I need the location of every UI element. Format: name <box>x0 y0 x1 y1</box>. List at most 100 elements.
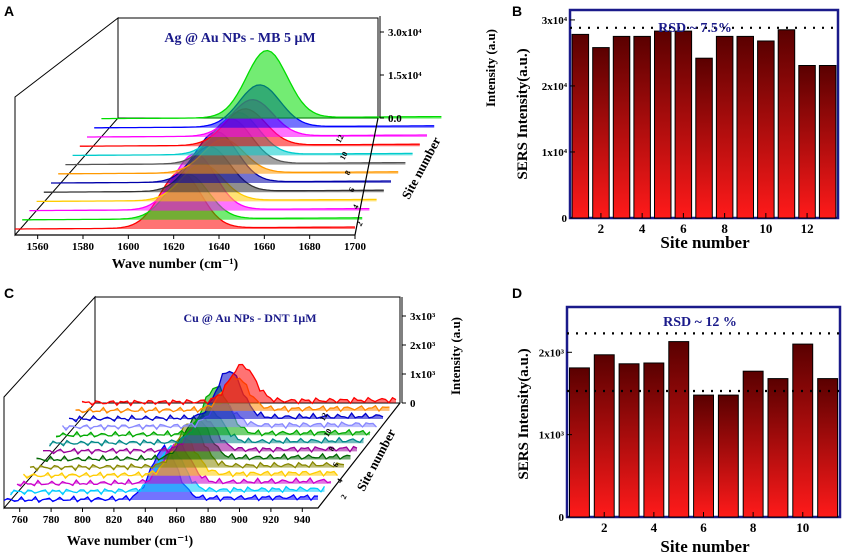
panel-b-annotation: RSD ~ 7.5% <box>658 21 732 36</box>
panel-c-title: Cu @ Au NPs - DNT 1μM <box>183 311 316 325</box>
x-tick-label: 1600 <box>117 241 140 253</box>
panel-d-bars: RSD ~ 12 % 0 1x10³ 2x10³ 2 4 6 8 10 Site numbe… <box>516 305 842 556</box>
x-tick-label: 10 <box>759 221 772 236</box>
x-tick-label: 1700 <box>344 241 367 253</box>
panel-b-xlabel: Site number <box>660 233 750 252</box>
y-tick-label: 2x10³ <box>539 347 565 359</box>
bar <box>695 57 713 219</box>
bar <box>571 33 590 219</box>
panel-b-ylabel: SERS Intensity(a.u.) <box>515 48 531 179</box>
panel-letter-a: A <box>4 3 14 19</box>
bar <box>592 47 610 219</box>
x-tick-label: 10 <box>796 520 809 535</box>
y-tick-label: 1x10³ <box>539 430 565 442</box>
bar <box>643 362 665 518</box>
z-tick-label: 0.0 <box>388 113 402 125</box>
panel-a-waterfall: Ag @ Au NPs - MB 5 μM 1560 1580 1600 1620 16… <box>14 16 498 272</box>
z-tick-label: 1x10³ <box>410 369 436 381</box>
z-tick-label: 1.5x10⁴ <box>388 70 422 82</box>
panel-b-bars: RSD ~ 7.5% 0 1x10⁴ 2x10⁴ 3x10⁴ 2 4 6 8 10 12 Sit… <box>515 8 840 252</box>
panel-letter-c: C <box>4 285 14 301</box>
depth-tick-label: 12 <box>334 133 346 144</box>
depth-tick-label: 8 <box>327 445 337 453</box>
bar <box>757 40 775 219</box>
panel-c-waterfall: Cu @ Au NPs - DNT 1μM 760 780 800 820 8 4 0 860… <box>3 295 463 549</box>
panel-c-xlabel: Wave number (cm⁻¹) <box>67 534 194 549</box>
bar <box>654 30 672 219</box>
x-tick-label: 820 <box>106 514 123 526</box>
spectrum-line <box>9 444 326 496</box>
depth-tick-label: 6 <box>347 186 357 194</box>
spectrum-line <box>68 370 384 423</box>
bar <box>817 378 839 518</box>
spectrum-line <box>81 363 397 407</box>
bar <box>818 65 837 219</box>
x-tick-label: 12 <box>801 221 814 236</box>
y-tick-label: 0 <box>562 213 568 225</box>
spectrum-line <box>29 423 345 472</box>
x-tick-label: 760 <box>11 514 28 526</box>
x-tick-label: 4 <box>651 520 658 535</box>
bar <box>767 378 789 518</box>
panel-a-xlabel: Wave number (cm⁻¹) <box>112 257 239 272</box>
bar <box>693 394 714 518</box>
depth-tick-label: 4 <box>335 477 345 485</box>
x-tick-label: 800 <box>74 514 91 526</box>
x-tick-label: 8 <box>721 221 728 236</box>
bar <box>668 341 690 518</box>
depth-tick-label: 2 <box>339 493 349 501</box>
panel-d-xlabel: Site number <box>660 537 750 556</box>
x-tick-label: 780 <box>43 514 60 526</box>
z-tick-label: 2x10³ <box>410 340 436 352</box>
x-tick-label: 860 <box>168 514 185 526</box>
y-tick-label: 3x10⁴ <box>542 15 568 27</box>
panel-d-annotation: RSD ~ 12 % <box>663 315 737 330</box>
x-tick-label: 2 <box>601 520 608 535</box>
bar <box>618 363 640 518</box>
x-tick-label: 1620 <box>163 241 186 253</box>
depth-tick-label: 4 <box>351 203 361 211</box>
bar <box>612 35 631 219</box>
bar <box>717 394 739 518</box>
x-tick-label: 6 <box>680 221 687 236</box>
y-tick-label: 1x10⁴ <box>542 147 568 159</box>
x-tick-label: 6 <box>700 520 707 535</box>
x-tick-label: 2 <box>598 221 605 236</box>
x-tick-label: 8 <box>750 520 757 535</box>
panel-a-title: Ag @ Au NPs - MB 5 μM <box>164 31 315 46</box>
depth-tick-label: 10 <box>338 150 350 161</box>
x-tick-label: 900 <box>231 514 248 526</box>
spectrum-fill <box>101 50 442 119</box>
panel-c-depth-label: Site number <box>353 426 398 494</box>
depth-tick-label: 8 <box>343 169 353 177</box>
depth-tick-label: 6 <box>331 461 341 469</box>
y-tick-label: 2x10⁴ <box>542 81 568 93</box>
bar <box>569 367 590 518</box>
x-tick-label: 4 <box>639 221 646 236</box>
panel-a-zlabel: Intensity (a.u) <box>483 29 498 107</box>
panel-c-zlabel: Intensity (a.u) <box>448 317 463 395</box>
x-tick-label: 1580 <box>72 241 95 253</box>
z-tick-label: 0 <box>410 398 416 410</box>
depth-tick-label: 12 <box>318 411 330 422</box>
spectrum-line <box>101 49 442 120</box>
bar <box>633 35 651 219</box>
bar <box>777 29 796 219</box>
depth-tick-label: 10 <box>322 427 334 438</box>
panel-letter-b: B <box>512 3 522 19</box>
y-tick-label: 0 <box>559 512 565 524</box>
z-tick-label: 3.0x10⁴ <box>388 27 422 39</box>
panel-d-ylabel: SERS Intensity(a.u.) <box>516 348 532 479</box>
spectrum-line <box>55 385 371 438</box>
bar <box>593 354 615 518</box>
x-tick-label: 1680 <box>299 241 322 253</box>
x-tick-label: 920 <box>263 514 280 526</box>
x-tick-label: 1560 <box>27 241 50 253</box>
x-tick-label: 940 <box>294 514 311 526</box>
spectrum-line <box>16 440 332 487</box>
panel-letter-d: D <box>512 285 522 301</box>
x-tick-label: 1640 <box>208 241 231 253</box>
bar <box>742 370 764 518</box>
bar <box>674 30 693 219</box>
